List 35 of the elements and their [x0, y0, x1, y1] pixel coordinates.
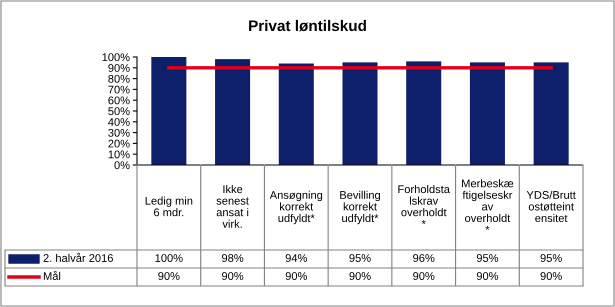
data-label: 95% [540, 254, 562, 262]
data-label: 95% [349, 254, 371, 262]
y-tick-label: 50% [108, 107, 130, 116]
y-tick-label: 70% [108, 86, 130, 94]
data-label: 90% [349, 272, 371, 280]
y-tick-label: 100% [102, 53, 130, 62]
data-label: 90% [158, 272, 180, 280]
x-tick-label: Bevilling korrekt udfyldt* [340, 190, 380, 224]
legend-label: Mål [44, 270, 60, 280]
x-tick-label: Ikke senest ansat i virk. [216, 184, 249, 228]
x-tick-label: Ansøgning korrekt udfyldt* [270, 190, 322, 224]
y-tick-label: 20% [108, 140, 130, 148]
data-label: 90% [222, 272, 244, 280]
x-tick-label: Forholdsta lskrav overholdt * [398, 184, 450, 224]
data-label: 94% [286, 254, 308, 262]
y-tick-label: 60% [108, 96, 130, 104]
x-tick-label: Ledig min 6 mdr. [146, 196, 192, 216]
y-tick-label: 0% [114, 161, 130, 170]
chart-title: Privat løntilskud [249, 20, 366, 32]
x-tick-label: YDS/Brutt ostøtteint ensitet [526, 190, 576, 222]
legend-label: 2. halvår 2016 [44, 252, 113, 262]
y-tick-label: 80% [108, 74, 130, 83]
data-label: 98% [222, 254, 244, 262]
y-tick-label: 10% [108, 150, 130, 158]
y-tick-label: 30% [108, 128, 130, 137]
data-label: 95% [476, 254, 498, 262]
data-label: 90% [476, 272, 498, 280]
y-tick-label: 40% [108, 118, 130, 126]
data-label: 90% [413, 272, 434, 280]
x-tick-label: Merbeskæ ftigelseskr av overholdt * [462, 179, 514, 230]
data-label: 96% [413, 254, 434, 262]
data-label: 100% [155, 254, 183, 262]
y-tick-label: 90% [108, 64, 130, 72]
data-label: 90% [540, 272, 562, 280]
data-label: 90% [286, 272, 308, 280]
